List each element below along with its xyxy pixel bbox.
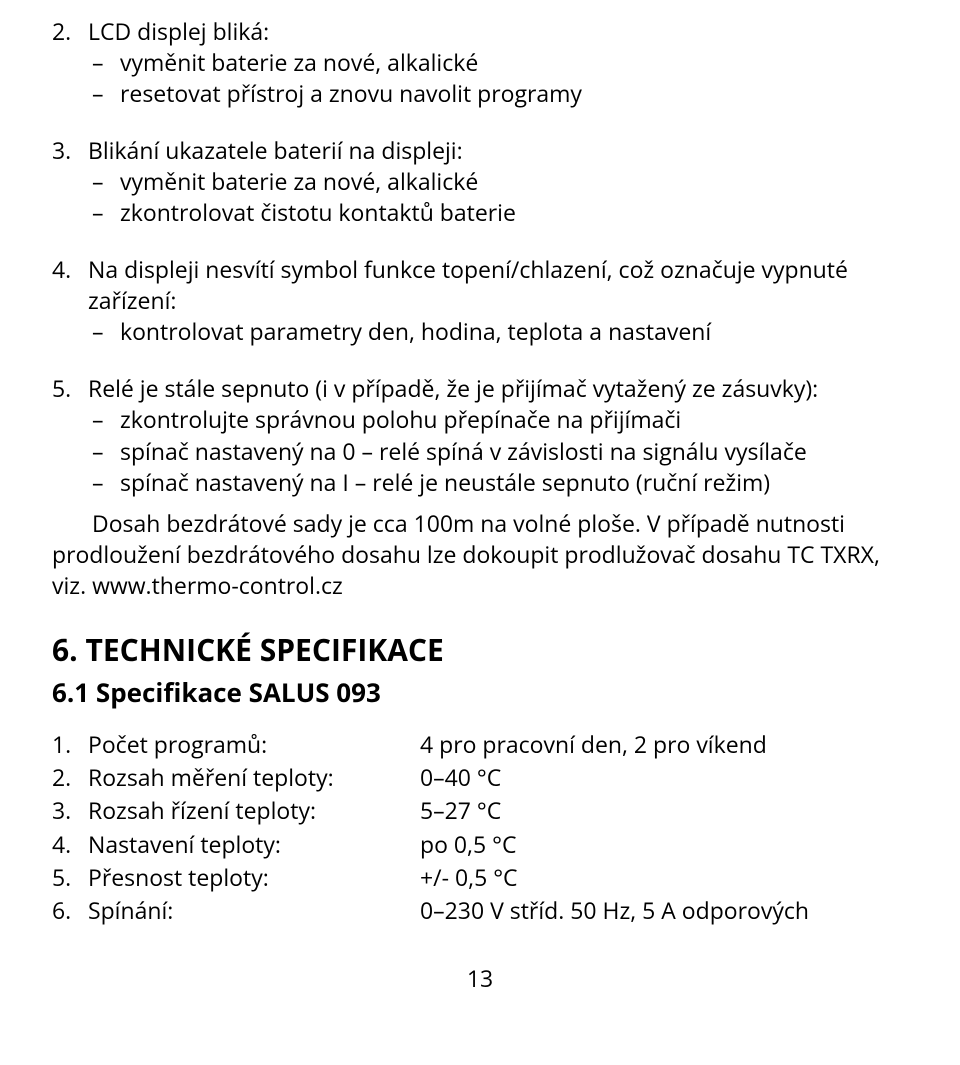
sub-item: – vyměnit baterie za nové, alkalické: [88, 47, 908, 78]
list-number: 5.: [52, 373, 88, 497]
spec-row: 6. Spínání: 0–230 V stříd. 50 Hz, 5 A od…: [52, 894, 908, 927]
spec-label: Spínání:: [88, 894, 420, 927]
sub-text: resetovat přístroj a znovu navolit progr…: [120, 78, 582, 109]
spec-label: Přesnost teploty:: [88, 861, 420, 894]
dash: –: [88, 436, 120, 467]
spec-label: Rozsah řízení teploty:: [88, 794, 420, 827]
dash: –: [88, 197, 120, 228]
list-number: 2.: [52, 16, 88, 109]
spec-row: 4. Nastavení teploty: po 0,5 °C: [52, 828, 908, 861]
list-number: 4.: [52, 254, 88, 347]
list-title: Blikání ukazatele baterií na displeji:: [88, 135, 908, 166]
list-body: LCD displej bliká: – vyměnit baterie za …: [88, 16, 908, 109]
sub-item: – zkontrolovat čistotu kontaktů baterie: [88, 197, 908, 228]
dash: –: [88, 166, 120, 197]
sub-text: spínač nastavený na 0 – relé spíná v záv…: [120, 436, 807, 467]
list-title: Relé je stále sepnuto (i v případě, že j…: [88, 373, 908, 404]
spec-value: po 0,5 °C: [420, 828, 908, 861]
page-number: 13: [52, 962, 908, 994]
sub-item: – spínač nastavený na I – relé je neustá…: [88, 467, 908, 498]
list-title: Na displeji nesvítí symbol funkce topení…: [88, 254, 908, 316]
list-body: Na displeji nesvítí symbol funkce topení…: [88, 254, 908, 347]
dash: –: [88, 404, 120, 435]
heading-spec-salus: 6.1 Specifikace SALUS 093: [52, 674, 908, 710]
spec-num: 4.: [52, 828, 88, 861]
sub-item: – kontrolovat parametry den, hodina, tep…: [88, 316, 908, 347]
spec-num: 1.: [52, 728, 88, 761]
dash: –: [88, 467, 120, 498]
list-title: LCD displej bliká:: [88, 16, 908, 47]
list-item: 5. Relé je stále sepnuto (i v případě, ž…: [52, 373, 908, 497]
list-body: Relé je stále sepnuto (i v případě, že j…: [88, 373, 908, 497]
sub-text: kontrolovat parametry den, hodina, teplo…: [120, 316, 711, 347]
list-item: 3. Blikání ukazatele baterií na displeji…: [52, 135, 908, 228]
spec-num: 5.: [52, 861, 88, 894]
document-page: 2. LCD displej bliká: – vyměnit baterie …: [0, 0, 960, 1024]
sub-item: – spínač nastavený na 0 – relé spíná v z…: [88, 436, 908, 467]
sub-item: – resetovat přístroj a znovu navolit pro…: [88, 78, 908, 109]
list-item: 4. Na displeji nesvítí symbol funkce top…: [52, 254, 908, 347]
spec-row: 1. Počet programů: 4 pro pracovní den, 2…: [52, 728, 908, 761]
spec-label: Počet programů:: [88, 728, 420, 761]
paragraph: Dosah bezdrátové sady je cca 100m na vol…: [52, 508, 908, 601]
sub-text: zkontrolovat čistotu kontaktů baterie: [120, 197, 516, 228]
list-item: 2. LCD displej bliká: – vyměnit baterie …: [52, 16, 908, 109]
spec-row: 5. Přesnost teploty: +/- 0,5 °C: [52, 861, 908, 894]
spec-value: 4 pro pracovní den, 2 pro víkend: [420, 728, 908, 761]
dash: –: [88, 47, 120, 78]
spec-num: 6.: [52, 894, 88, 927]
sub-item: – vyměnit baterie za nové, alkalické: [88, 166, 908, 197]
spec-label: Rozsah měření teploty:: [88, 761, 420, 794]
spec-value: +/- 0,5 °C: [420, 861, 908, 894]
spec-row: 2. Rozsah měření teploty: 0–40 °C: [52, 761, 908, 794]
spec-value: 0–40 °C: [420, 761, 908, 794]
spec-value: 0–230 V stříd. 50 Hz, 5 A odporových: [420, 894, 908, 927]
sub-item: – zkontrolujte správnou polohu přepínače…: [88, 404, 908, 435]
dash: –: [88, 316, 120, 347]
spec-num: 2.: [52, 761, 88, 794]
list-body: Blikání ukazatele baterií na displeji: –…: [88, 135, 908, 228]
sub-text: vyměnit baterie za nové, alkalické: [120, 47, 478, 78]
list-number: 3.: [52, 135, 88, 228]
heading-tech-spec: 6. TECHNICKÉ SPECIFIKACE: [52, 629, 908, 670]
spec-num: 3.: [52, 794, 88, 827]
sub-text: zkontrolujte správnou polohu přepínače n…: [120, 404, 681, 435]
sub-text: vyměnit baterie za nové, alkalické: [120, 166, 478, 197]
spec-row: 3. Rozsah řízení teploty: 5–27 °C: [52, 794, 908, 827]
sub-text: spínač nastavený na I – relé je neustále…: [120, 467, 770, 498]
dash: –: [88, 78, 120, 109]
spec-value: 5–27 °C: [420, 794, 908, 827]
spec-label: Nastavení teploty:: [88, 828, 420, 861]
